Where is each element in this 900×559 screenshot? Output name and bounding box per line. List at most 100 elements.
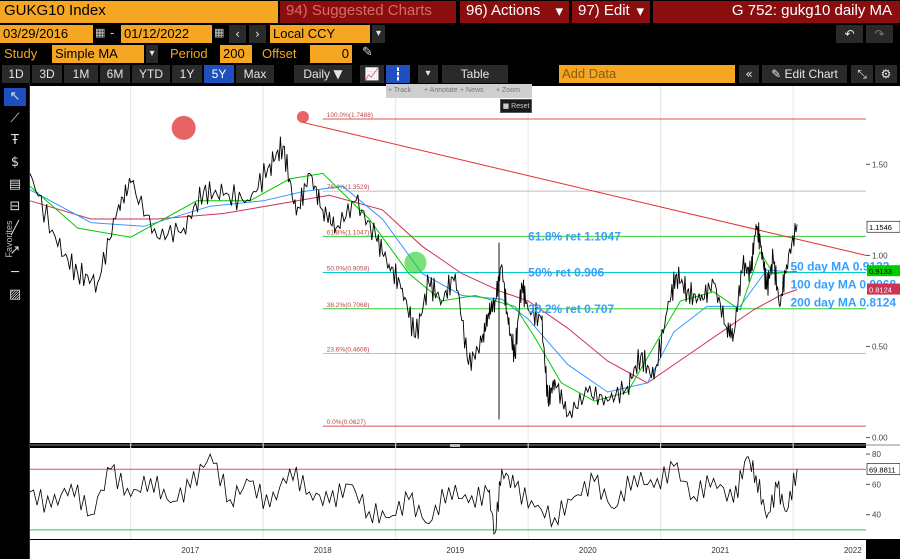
pencil-icon[interactable]: ✎ xyxy=(362,45,373,60)
bar-chart-icon[interactable]: ┇ xyxy=(386,65,410,83)
resize-icon[interactable]: ⤡ xyxy=(851,65,873,83)
chevron-down-icon[interactable]: ▾ xyxy=(418,65,438,83)
ellipse-tool-icon[interactable]: ⊟ xyxy=(9,199,21,214)
line-chart-icon[interactable]: 📈 xyxy=(360,65,384,83)
frequency-select[interactable]: Daily ▼ xyxy=(294,65,352,83)
offset-input[interactable]: 0 xyxy=(310,45,352,63)
toolbar-item-annotate[interactable]: + Annotate xyxy=(424,87,458,94)
start-date-input[interactable]: 03/29/2016 xyxy=(0,25,93,43)
rsi-tick-label: 40 xyxy=(872,511,881,520)
chevron-down-icon[interactable]: ▾ xyxy=(372,25,385,43)
text-tool-icon[interactable]: ╱ xyxy=(11,221,19,236)
range-button-max[interactable]: Max xyxy=(236,65,274,83)
reset-icon: ■ xyxy=(502,102,510,110)
study-select[interactable]: Simple MA xyxy=(52,45,144,63)
price-line xyxy=(29,136,798,419)
range-button-6m[interactable]: 6M xyxy=(100,65,130,83)
add-data-input[interactable]: Add Data xyxy=(559,65,735,83)
last-ma200-tag-bg xyxy=(867,283,900,295)
range-button-1m[interactable]: 1M xyxy=(64,65,98,83)
edit-label: 97) Edit xyxy=(578,2,630,19)
last-rsi-tag-bg xyxy=(867,463,900,475)
undo-icon[interactable]: ↶ xyxy=(836,25,863,43)
toolbar-item-track[interactable]: + Track xyxy=(388,87,412,94)
chevron-down-icon: ▼ xyxy=(333,67,343,81)
y-tick-label: 0.00 xyxy=(872,434,888,443)
currency-select[interactable]: Local CCY xyxy=(270,25,370,43)
gear-icon[interactable]: ⚙ xyxy=(875,65,897,83)
range-row: 1D 3D 1M 6M YTD 1Y 5Y Max Daily ▼ 📈 ┇ ▾ Table A… xyxy=(0,64,900,84)
study-row: Study Simple MA ▾ Period 200 Offset 0 ✎ xyxy=(0,45,900,64)
edit-chart-label: Edit Chart xyxy=(784,67,838,81)
fibonacci-tool-icon[interactable]: Ŧ xyxy=(11,133,19,148)
x-tick-label: 2018 xyxy=(314,546,332,555)
arrow-tool-icon[interactable]: ↗ xyxy=(9,243,21,258)
edit-chart-button[interactable]: ✎ Edit Chart xyxy=(762,65,847,83)
last-rsi-tag: 69.8811 xyxy=(869,465,896,474)
y-tick-label: 1.50 xyxy=(872,160,888,169)
rsi-tick-label: 60 xyxy=(872,480,881,489)
x-tick-label: 2019 xyxy=(446,546,464,555)
rsi-panel xyxy=(30,448,866,539)
toolbar-item-news[interactable]: + News xyxy=(460,87,484,94)
ticker-field[interactable]: GUKG10 Index xyxy=(0,1,278,23)
end-date-input[interactable]: 01/12/2022 xyxy=(121,25,212,43)
range-button-3d[interactable]: 3D xyxy=(32,65,62,83)
fib-label: 61.8%(1.1047) xyxy=(327,229,370,236)
suggested-charts-button[interactable]: 94) Suggested Charts xyxy=(280,1,456,23)
y-tick-label: 0.50 xyxy=(872,342,888,351)
annotation-text: 38.2% ret 0.707 xyxy=(528,302,614,316)
rsi-line xyxy=(29,452,798,535)
pencil-icon: ✎ xyxy=(771,67,782,81)
x-tick-label: 2022 xyxy=(844,546,862,555)
collapse-icon[interactable]: « xyxy=(739,65,759,83)
channel-tool-icon[interactable]: ▤ xyxy=(8,177,22,192)
y-tick-label: 1.00 xyxy=(872,251,888,260)
range-button-ytd[interactable]: YTD xyxy=(132,65,170,83)
study-label: Study xyxy=(4,46,38,61)
actions-button[interactable]: 96) Actions ▾ xyxy=(460,1,569,23)
ticker-text: GUKG10 Index xyxy=(4,2,106,19)
fib-label: 0.0%(0.0627) xyxy=(327,419,366,426)
range-button-1d[interactable]: 1D xyxy=(2,65,30,83)
reset-button[interactable]: ■ Reset xyxy=(500,99,532,113)
calendar-icon[interactable]: ▦ xyxy=(95,26,106,39)
table-button[interactable]: Table xyxy=(442,65,508,83)
last-ma50-tag: 0.9133 xyxy=(869,267,892,276)
period-input[interactable]: 200 xyxy=(220,45,252,63)
ma-label: 50 day MA 0.9133 xyxy=(790,260,889,274)
cursor-icon[interactable]: ↖ xyxy=(4,88,26,106)
pattern-tool-icon[interactable]: ▨ xyxy=(8,287,22,302)
calendar-icon[interactable]: ▦ xyxy=(214,26,225,39)
chevron-down-icon[interactable]: ▾ xyxy=(146,45,158,63)
favorites-label: Favorites xyxy=(4,220,14,258)
line-tool-icon[interactable]: ⟋ xyxy=(10,111,20,126)
previous-period-button[interactable]: ‹ xyxy=(229,25,246,43)
x-tick-label: 2017 xyxy=(181,546,199,555)
frequency-label: Daily xyxy=(303,67,331,81)
toolbar-item-zoom[interactable]: + Zoom xyxy=(496,87,520,94)
trend-line xyxy=(302,121,867,256)
edit-button[interactable]: 97) Edit ▾ xyxy=(572,1,650,23)
dollar-tool-icon[interactable]: $ xyxy=(10,155,20,170)
rsi-tick-label: 80 xyxy=(872,450,881,459)
fib-label: 76.4%(1.3529) xyxy=(327,184,370,191)
date-row: 03/29/2016 ▦ - 01/12/2022 ▦ ‹ › Local CC… xyxy=(0,25,900,44)
date-dash: - xyxy=(110,25,115,40)
horizontal-line-icon[interactable]: ─ xyxy=(11,265,19,280)
next-period-button[interactable]: › xyxy=(249,25,266,43)
annotation-text: 50% ret 0.906 xyxy=(528,266,604,280)
x-tick-label: 2020 xyxy=(579,546,597,555)
offset-label: Offset xyxy=(262,46,297,61)
x-axis-panel xyxy=(30,540,866,559)
last-price-tag: 1.1546 xyxy=(869,223,892,232)
chart-canvas[interactable]: 1.50 1.00 0.50 0.00 80 60 40 2017 2018 2019 2020 20… xyxy=(0,84,900,559)
last-price-tag-bg xyxy=(867,221,900,233)
fib-label: 38.2%(0.7068) xyxy=(327,302,370,309)
redo-icon[interactable]: ↷ xyxy=(866,25,893,43)
range-button-5y[interactable]: 5Y xyxy=(204,65,234,83)
chevron-down-icon: ▾ xyxy=(636,2,644,20)
range-button-1y[interactable]: 1Y xyxy=(172,65,202,83)
x-tick-label: 2021 xyxy=(711,546,729,555)
fib-label: 23.6%(0.4606) xyxy=(327,347,370,354)
